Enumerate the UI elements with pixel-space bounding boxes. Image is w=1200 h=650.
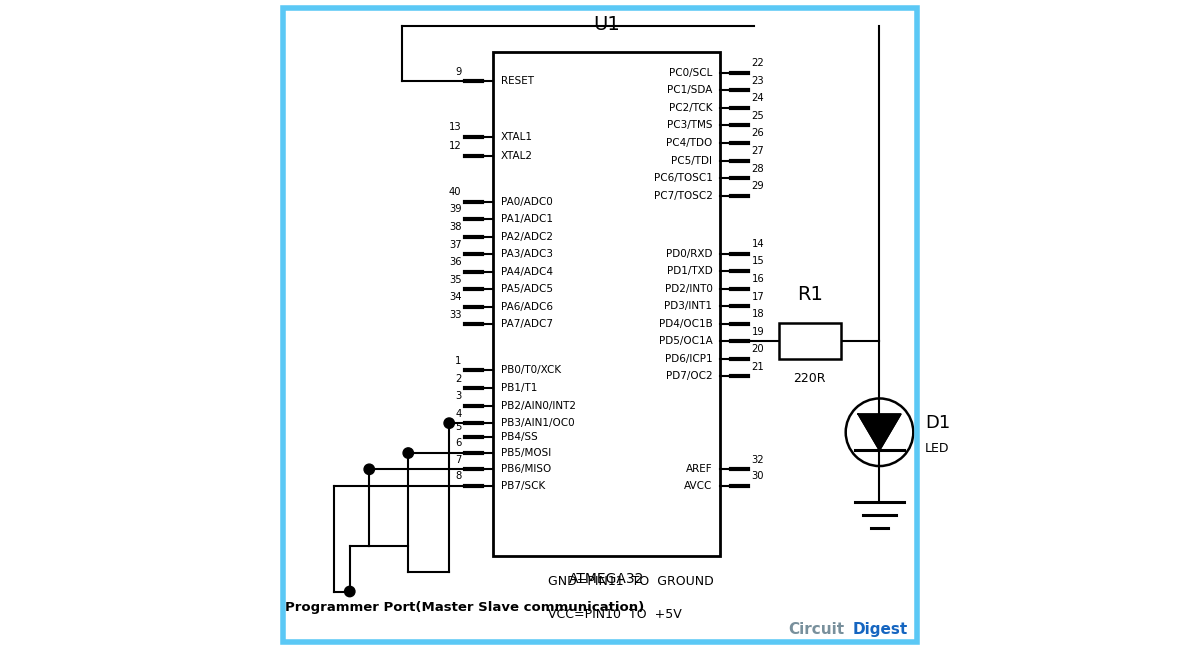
Text: 34: 34 bbox=[449, 292, 462, 302]
Text: 37: 37 bbox=[449, 240, 462, 250]
Text: PA5/ADC5: PA5/ADC5 bbox=[500, 284, 552, 294]
Text: 3: 3 bbox=[455, 391, 462, 401]
Text: 28: 28 bbox=[751, 164, 764, 174]
Text: PB3/AIN1/OC0: PB3/AIN1/OC0 bbox=[500, 418, 574, 428]
Text: 40: 40 bbox=[449, 187, 462, 197]
Text: PD2/INT0: PD2/INT0 bbox=[665, 283, 713, 294]
Circle shape bbox=[846, 398, 913, 466]
Bar bbox=[493, 52, 720, 556]
Text: AVCC: AVCC bbox=[684, 480, 713, 491]
Text: 5: 5 bbox=[455, 422, 462, 432]
Text: PA4/ADC4: PA4/ADC4 bbox=[500, 266, 552, 277]
Text: 15: 15 bbox=[751, 257, 764, 266]
Text: R1: R1 bbox=[797, 285, 822, 304]
Text: PC0/SCL: PC0/SCL bbox=[670, 68, 713, 78]
Text: 23: 23 bbox=[751, 76, 764, 86]
Text: 38: 38 bbox=[449, 222, 462, 232]
Text: 8: 8 bbox=[455, 471, 462, 481]
Text: PC1/SDA: PC1/SDA bbox=[667, 85, 713, 96]
Text: 4: 4 bbox=[455, 409, 462, 419]
Text: 14: 14 bbox=[751, 239, 764, 249]
Text: PA7/ADC7: PA7/ADC7 bbox=[500, 319, 552, 330]
Circle shape bbox=[364, 464, 374, 474]
Text: VCC=PIN10  TO  +5V: VCC=PIN10 TO +5V bbox=[548, 608, 682, 621]
Text: 25: 25 bbox=[751, 111, 764, 121]
Text: PB5/MOSI: PB5/MOSI bbox=[500, 448, 551, 458]
Text: PD7/OC2: PD7/OC2 bbox=[666, 371, 713, 382]
Bar bbox=[779, 323, 840, 359]
Text: 32: 32 bbox=[751, 455, 764, 465]
Text: 21: 21 bbox=[751, 362, 764, 372]
Text: U1: U1 bbox=[593, 15, 620, 34]
Text: PB6/MISO: PB6/MISO bbox=[500, 464, 551, 474]
Text: 18: 18 bbox=[751, 309, 764, 319]
Text: AREF: AREF bbox=[686, 464, 713, 474]
Text: PB0/T0/XCK: PB0/T0/XCK bbox=[500, 365, 560, 376]
Text: PD4/OC1B: PD4/OC1B bbox=[659, 318, 713, 329]
Text: PD3/INT1: PD3/INT1 bbox=[665, 301, 713, 311]
Text: XTAL1: XTAL1 bbox=[500, 131, 533, 142]
Text: 17: 17 bbox=[751, 292, 764, 302]
Text: PC7/TOSC2: PC7/TOSC2 bbox=[654, 190, 713, 201]
Text: PC6/TOSC1: PC6/TOSC1 bbox=[654, 173, 713, 183]
Text: Circuit: Circuit bbox=[788, 621, 845, 637]
Circle shape bbox=[344, 586, 355, 597]
Text: PB2/AIN0/INT2: PB2/AIN0/INT2 bbox=[500, 400, 576, 411]
Polygon shape bbox=[858, 414, 901, 450]
Text: 220R: 220R bbox=[793, 372, 826, 385]
Circle shape bbox=[444, 418, 455, 428]
Text: PC2/TCK: PC2/TCK bbox=[668, 103, 713, 113]
Text: PD5/OC1A: PD5/OC1A bbox=[659, 336, 713, 346]
Text: PA1/ADC1: PA1/ADC1 bbox=[500, 214, 552, 224]
Circle shape bbox=[403, 448, 414, 458]
Text: 33: 33 bbox=[449, 310, 462, 320]
Text: 7: 7 bbox=[455, 455, 462, 465]
Text: Programmer Port(Master Slave communication): Programmer Port(Master Slave communicati… bbox=[284, 601, 644, 614]
Text: PD0/RXD: PD0/RXD bbox=[666, 248, 713, 259]
Text: PD1/TXD: PD1/TXD bbox=[667, 266, 713, 276]
Text: 24: 24 bbox=[751, 94, 764, 103]
Text: 35: 35 bbox=[449, 275, 462, 285]
Text: 29: 29 bbox=[751, 181, 764, 191]
Text: 6: 6 bbox=[455, 439, 462, 448]
Text: D1: D1 bbox=[925, 413, 950, 432]
Text: 26: 26 bbox=[751, 129, 764, 138]
Text: 2: 2 bbox=[455, 374, 462, 383]
Text: 39: 39 bbox=[449, 205, 462, 214]
Text: PA2/ADC2: PA2/ADC2 bbox=[500, 231, 552, 242]
Text: PA0/ADC0: PA0/ADC0 bbox=[500, 196, 552, 207]
Text: 1: 1 bbox=[455, 356, 462, 366]
Text: 16: 16 bbox=[751, 274, 764, 284]
Text: PA6/ADC6: PA6/ADC6 bbox=[500, 302, 552, 312]
Text: PB4/SS: PB4/SS bbox=[500, 432, 538, 442]
Text: 30: 30 bbox=[751, 471, 764, 481]
Text: PB1/T1: PB1/T1 bbox=[500, 383, 536, 393]
Text: Digest: Digest bbox=[852, 621, 907, 637]
Text: 22: 22 bbox=[751, 58, 764, 68]
Text: PD6/ICP1: PD6/ICP1 bbox=[665, 354, 713, 364]
Text: PC4/TDO: PC4/TDO bbox=[666, 138, 713, 148]
Text: GND=PIN11  TO  GROUND: GND=PIN11 TO GROUND bbox=[548, 575, 714, 588]
Text: LED: LED bbox=[925, 442, 949, 455]
Text: XTAL2: XTAL2 bbox=[500, 151, 533, 161]
Text: 12: 12 bbox=[449, 142, 462, 151]
Text: PC5/TDI: PC5/TDI bbox=[672, 155, 713, 166]
Text: 9: 9 bbox=[455, 67, 462, 77]
Text: PA3/ADC3: PA3/ADC3 bbox=[500, 249, 552, 259]
Text: 19: 19 bbox=[751, 327, 764, 337]
Text: 20: 20 bbox=[751, 344, 764, 354]
Text: PB7/SCK: PB7/SCK bbox=[500, 480, 545, 491]
Text: 36: 36 bbox=[449, 257, 462, 267]
Text: PC3/TMS: PC3/TMS bbox=[667, 120, 713, 131]
Text: ATMEGA32: ATMEGA32 bbox=[569, 572, 644, 586]
Text: 27: 27 bbox=[751, 146, 764, 156]
Text: RESET: RESET bbox=[500, 76, 534, 86]
Text: 13: 13 bbox=[449, 122, 462, 132]
